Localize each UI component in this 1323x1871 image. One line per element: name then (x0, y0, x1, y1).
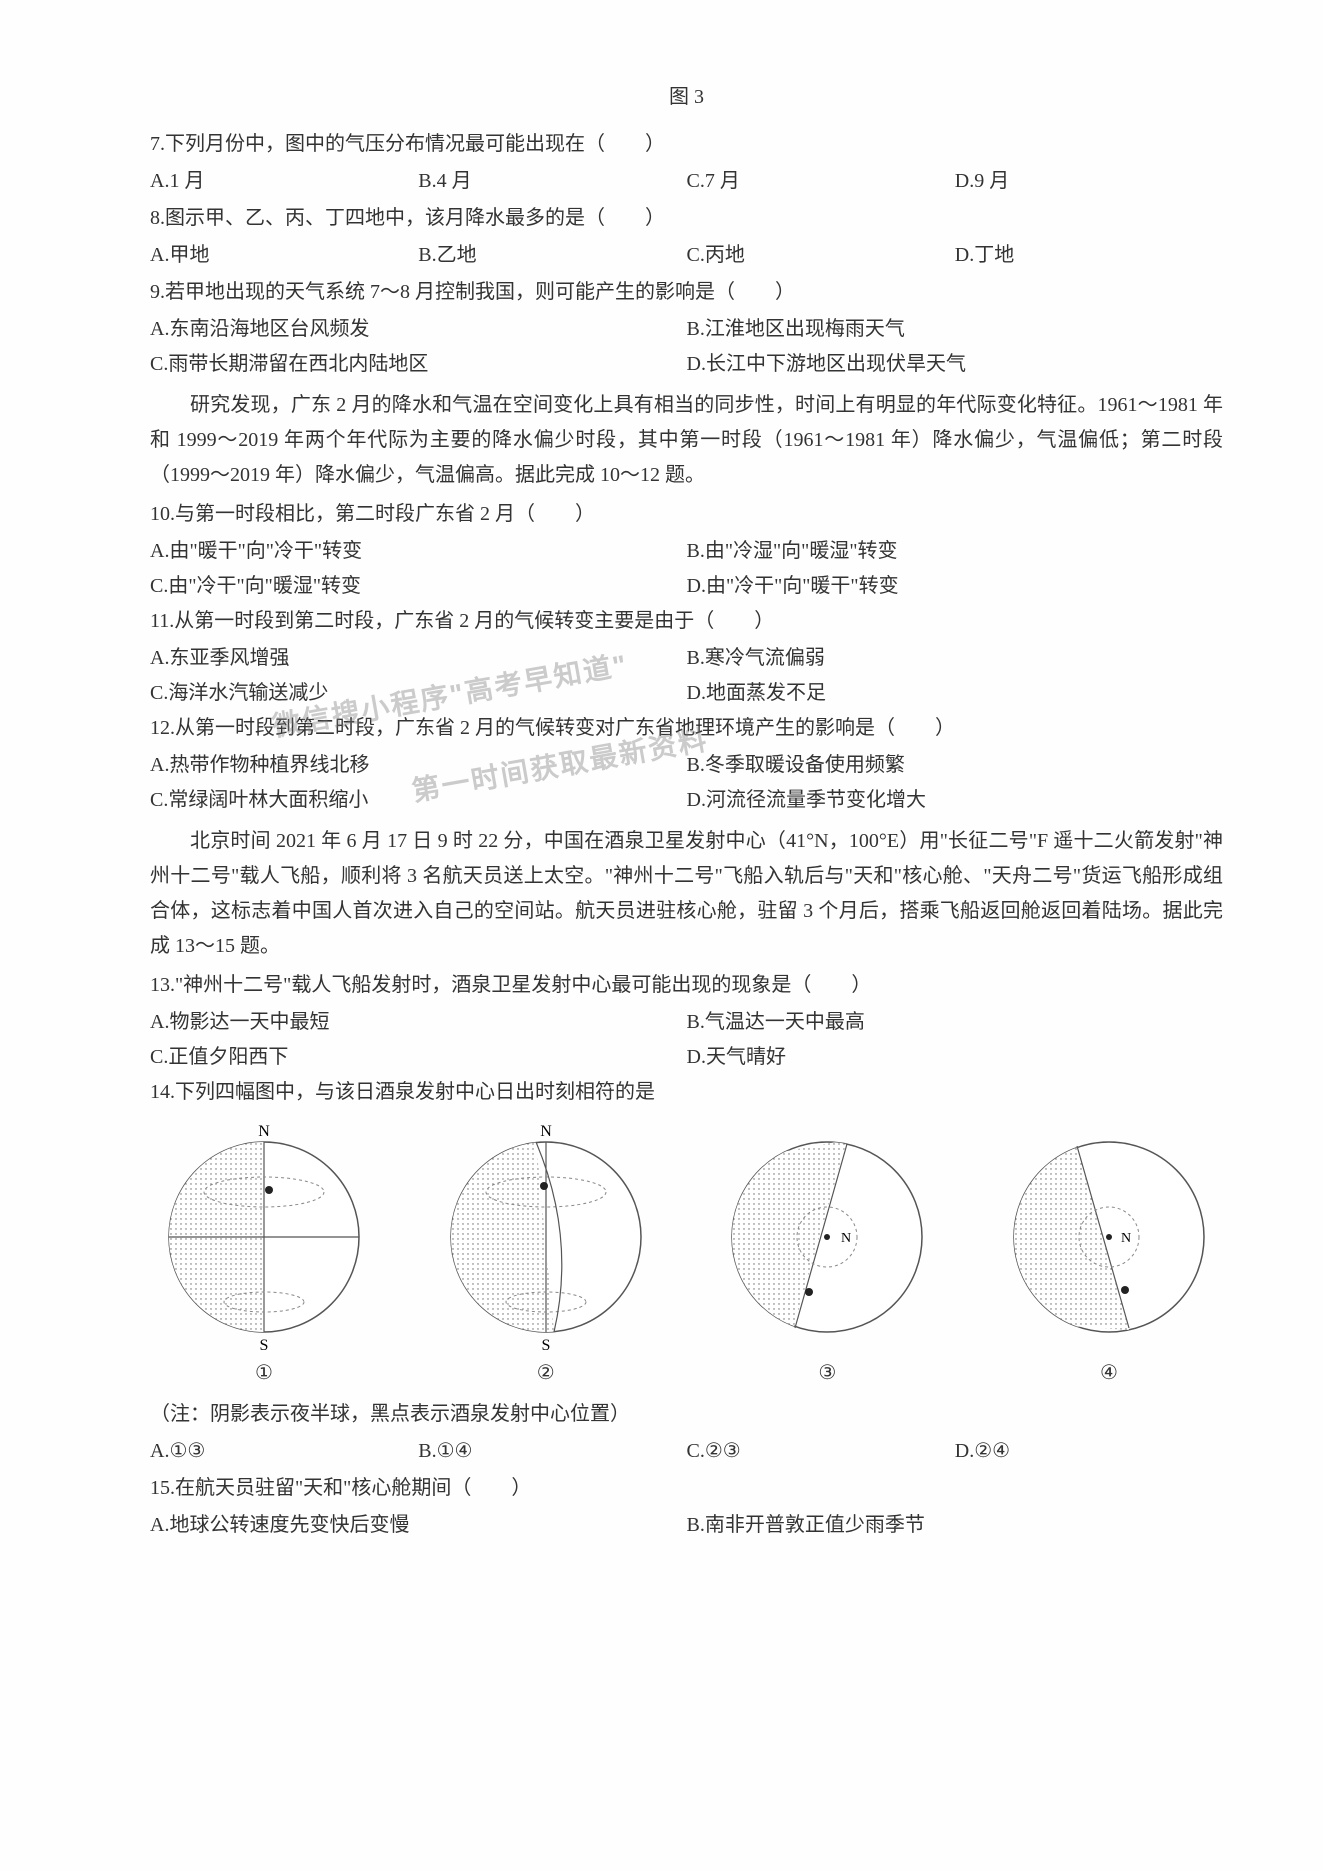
q15-stem: 15.在航天员驻留"天和"核心舱期间（ ） (150, 1471, 1223, 1506)
q10-choice-a: A.由"暖干"向"冷干"转变 (150, 534, 687, 569)
diagram-4: N ④ (999, 1122, 1219, 1391)
diagram-4-label: ④ (1100, 1356, 1118, 1391)
q13-choice-d: D.天气晴好 (687, 1040, 1224, 1075)
q12-choice-c: C.常绿阔叶林大面积缩小 (150, 783, 687, 818)
diagram-3: N ③ (717, 1122, 937, 1391)
q12-choice-b: B.冬季取暖设备使用频繁 (687, 748, 1224, 783)
q7-stem: 7.下列月份中，图中的气压分布情况最可能出现在（ ） (150, 127, 1223, 162)
q9-choice-d: D.长江中下游地区出现伏旱天气 (687, 347, 1224, 382)
q8-stem: 8.图示甲、乙、丙、丁四地中，该月降水最多的是（ ） (150, 201, 1223, 236)
q14-diagrams: N S ① N S (150, 1122, 1223, 1391)
q14-choice-a: A.①③ (150, 1434, 418, 1469)
q15-choice-b: B.南非开普敦正值少雨季节 (687, 1508, 1224, 1543)
svg-text:N: N (841, 1231, 851, 1246)
q10-choices-row2: C.由"冷干"向"暖湿"转变 D.由"冷干"向"暖干"转变 (150, 569, 1223, 604)
diagram-2: N S ② (436, 1122, 656, 1391)
q10-stem: 10.与第一时段相比，第二时段广东省 2 月（ ） (150, 497, 1223, 532)
q7-choice-a: A.1 月 (150, 164, 418, 199)
q11-choices-row1: A.东亚季风增强 B.寒冷气流偏弱 (150, 641, 1223, 676)
svg-text:N: N (540, 1123, 552, 1140)
q11-stem: 11.从第一时段到第二时段，广东省 2 月的气候转变主要是由于（ ） (150, 604, 1223, 639)
q14-choice-c: C.②③ (687, 1434, 955, 1469)
q11-choice-b: B.寒冷气流偏弱 (687, 641, 1224, 676)
q9-choices-row2: C.雨带长期滞留在西北内陆地区 D.长江中下游地区出现伏旱天气 (150, 347, 1223, 382)
passage-2: 北京时间 2021 年 6 月 17 日 9 时 22 分，中国在酒泉卫星发射中… (150, 824, 1223, 964)
svg-text:N: N (1121, 1231, 1131, 1246)
q10-choice-c: C.由"冷干"向"暖湿"转变 (150, 569, 687, 604)
diagram-1: N S ① (154, 1122, 374, 1391)
q12-choices-row2: C.常绿阔叶林大面积缩小 D.河流径流量季节变化增大 (150, 783, 1223, 818)
figure-3-label: 图 3 (150, 80, 1223, 115)
q9-choice-a: A.东南沿海地区台风频发 (150, 312, 687, 347)
q8-choice-a: A.甲地 (150, 238, 418, 273)
q13-choice-b: B.气温达一天中最高 (687, 1005, 1224, 1040)
q12-choices-row1: A.热带作物种植界线北移 B.冬季取暖设备使用频繁 (150, 748, 1223, 783)
q11-choices-row2: C.海洋水汽输送减少 D.地面蒸发不足 (150, 676, 1223, 711)
q13-choices-row1: A.物影达一天中最短 B.气温达一天中最高 (150, 1005, 1223, 1040)
q13-stem: 13."神州十二号"载人飞船发射时，酒泉卫星发射中心最可能出现的现象是（ ） (150, 968, 1223, 1003)
q15-choices-row1: A.地球公转速度先变快后变慢 B.南非开普敦正值少雨季节 (150, 1508, 1223, 1543)
q12-choice-d: D.河流径流量季节变化增大 (687, 783, 1224, 818)
passage-1: 研究发现，广东 2 月的降水和气温在空间变化上具有相当的同步性，时间上有明显的年… (150, 388, 1223, 493)
q8-choice-c: C.丙地 (687, 238, 955, 273)
svg-text:S: S (260, 1337, 269, 1352)
q11-choice-a: A.东亚季风增强 (150, 641, 687, 676)
svg-text:N: N (258, 1123, 270, 1140)
q10-choice-d: D.由"冷干"向"暖干"转变 (687, 569, 1224, 604)
q14-choice-d: D.②④ (955, 1434, 1223, 1469)
q15-choice-a: A.地球公转速度先变快后变慢 (150, 1508, 687, 1543)
q8-choice-d: D.丁地 (955, 238, 1223, 273)
q8-choice-b: B.乙地 (418, 238, 686, 273)
q9-stem: 9.若甲地出现的天气系统 7～8 月控制我国，则可能产生的影响是（ ） (150, 275, 1223, 310)
q14-note: （注：阴影表示夜半球，黑点表示酒泉发射中心位置） (150, 1397, 1223, 1432)
q14-choice-b: B.①④ (418, 1434, 686, 1469)
q14-stem: 14.下列四幅图中，与该日酒泉发射中心日出时刻相符的是 (150, 1075, 1223, 1110)
q10-choices-row1: A.由"暖干"向"冷干"转变 B.由"冷湿"向"暖湿"转变 (150, 534, 1223, 569)
q9-choices-row1: A.东南沿海地区台风频发 B.江淮地区出现梅雨天气 (150, 312, 1223, 347)
q9-choice-b: B.江淮地区出现梅雨天气 (687, 312, 1224, 347)
q7-choices: A.1 月 B.4 月 C.7 月 D.9 月 (150, 164, 1223, 199)
diagram-3-label: ③ (818, 1356, 836, 1391)
q7-choice-c: C.7 月 (687, 164, 955, 199)
q13-choices-row2: C.正值夕阳西下 D.天气晴好 (150, 1040, 1223, 1075)
q9-choice-c: C.雨带长期滞留在西北内陆地区 (150, 347, 687, 382)
q11-choice-d: D.地面蒸发不足 (687, 676, 1224, 711)
q7-choice-b: B.4 月 (418, 164, 686, 199)
svg-text:S: S (541, 1337, 550, 1352)
diagram-2-label: ② (537, 1356, 555, 1391)
q13-choice-a: A.物影达一天中最短 (150, 1005, 687, 1040)
q8-choices: A.甲地 B.乙地 C.丙地 D.丁地 (150, 238, 1223, 273)
diagram-1-label: ① (255, 1356, 273, 1391)
q7-choice-d: D.9 月 (955, 164, 1223, 199)
q12-stem: 12.从第一时段到第二时段，广东省 2 月的气候转变对广东省地理环境产生的影响是… (150, 711, 1223, 746)
q12-choice-a: A.热带作物种植界线北移 (150, 748, 687, 783)
q11-choice-c: C.海洋水汽输送减少 (150, 676, 687, 711)
q13-choice-c: C.正值夕阳西下 (150, 1040, 687, 1075)
q10-choice-b: B.由"冷湿"向"暖湿"转变 (687, 534, 1224, 569)
q14-choices: A.①③ B.①④ C.②③ D.②④ (150, 1434, 1223, 1469)
